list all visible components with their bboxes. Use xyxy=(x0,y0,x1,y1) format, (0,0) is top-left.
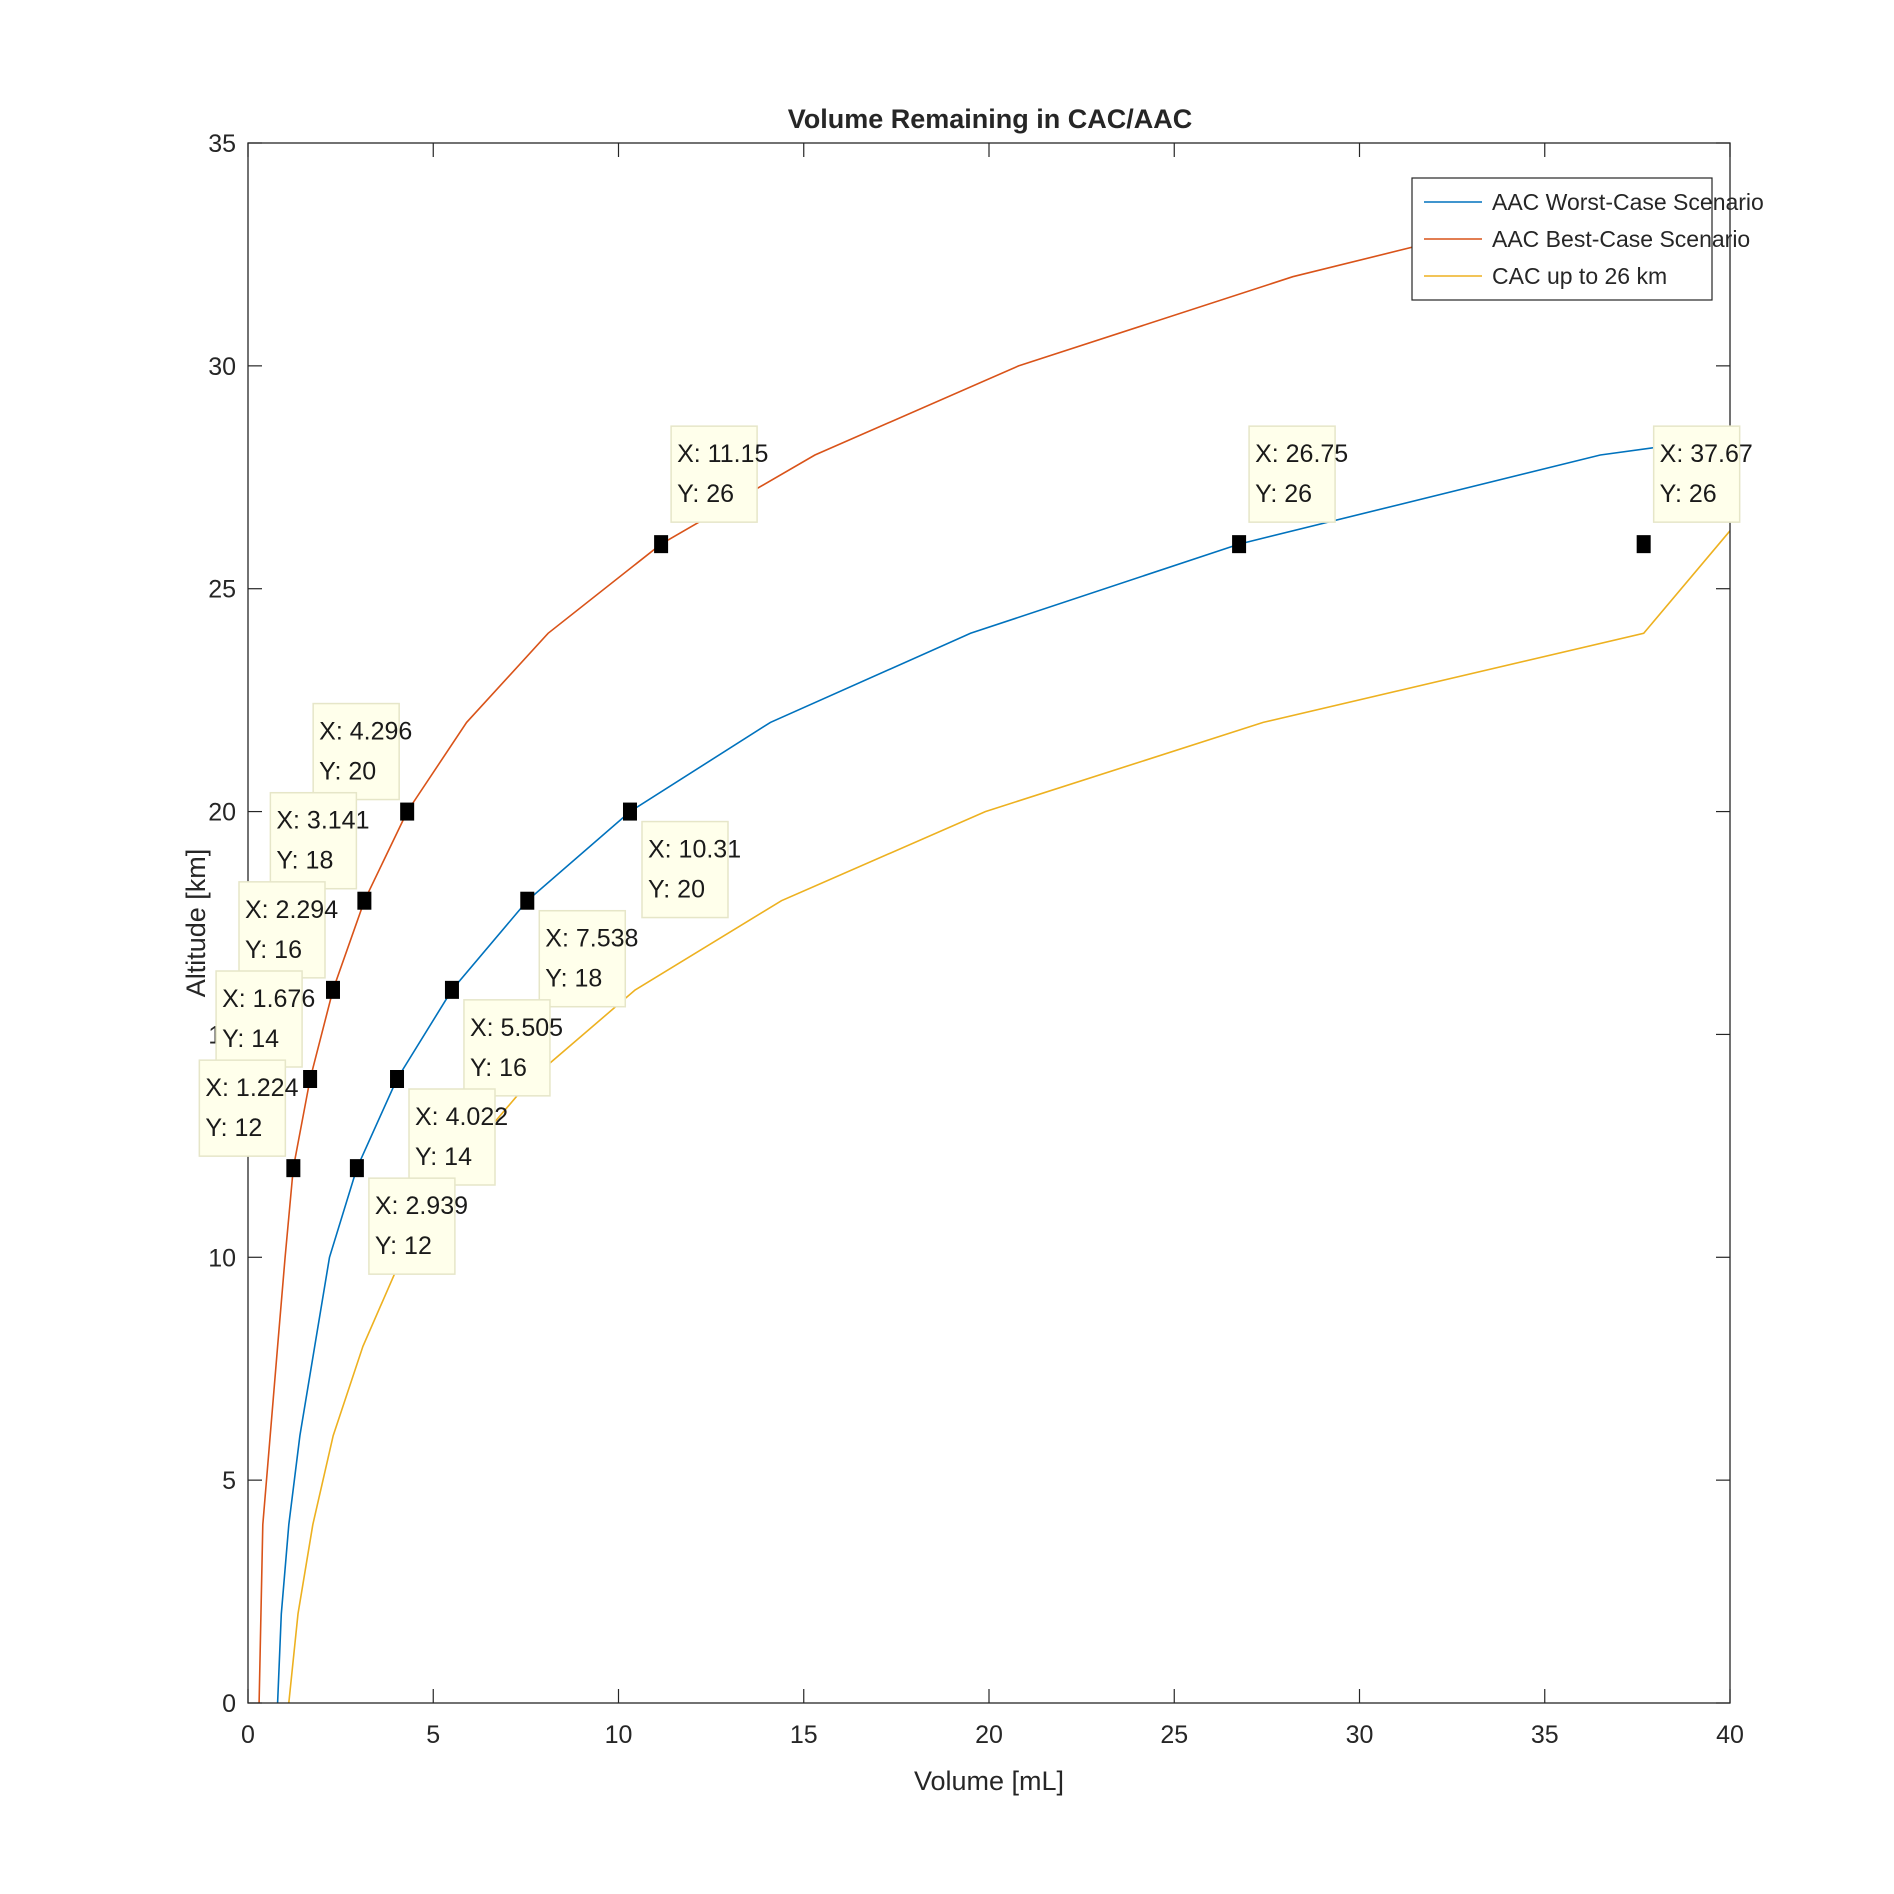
datatip-box xyxy=(1652,425,1741,523)
datatip-x: X: 3.141 xyxy=(276,807,369,835)
datatip-box xyxy=(198,1059,287,1157)
y-tick-label: 20 xyxy=(208,799,236,827)
datatip-y: Y: 26 xyxy=(677,480,734,508)
datatip-box xyxy=(463,999,551,1097)
datatip-box xyxy=(1248,425,1336,523)
datatip-y: Y: 14 xyxy=(222,1025,279,1053)
datatip-marker xyxy=(303,1070,318,1088)
datatip-box xyxy=(670,425,758,523)
x-tick-label: 15 xyxy=(790,1721,818,1749)
y-tick-label: 25 xyxy=(208,576,236,604)
x-tick-label: 35 xyxy=(1531,1721,1559,1749)
datatip-x: X: 4.296 xyxy=(319,718,412,746)
legend-label-0: AAC Worst-Case Scenario xyxy=(1492,189,1764,215)
legend[interactable]: AAC Worst-Case Scenario AAC Best-Case Sce… xyxy=(1411,177,1764,301)
datatip[interactable]: X: 4.022 Y: 14 xyxy=(390,1070,508,1186)
datatip-marker xyxy=(357,891,372,910)
x-tick-label: 25 xyxy=(1160,1721,1188,1749)
datatip[interactable]: X: 1.676 Y: 14 xyxy=(215,970,318,1088)
x-tick-label: 5 xyxy=(426,1721,440,1749)
datatip-marker xyxy=(400,802,415,821)
datatip-marker xyxy=(349,1159,364,1178)
datatip-marker xyxy=(622,802,637,821)
datatip-y: Y: 20 xyxy=(319,758,376,786)
y-axis-label: Altitude [km] xyxy=(181,849,211,998)
datatip-y: Y: 16 xyxy=(470,1054,527,1082)
legend-label-1: AAC Best-Case Scenario xyxy=(1492,226,1750,252)
chart-title: Volume Remaining in CAC/AAC xyxy=(788,104,1193,134)
datatip[interactable]: X: 2.939 Y: 12 xyxy=(349,1159,468,1275)
datatip-y: Y: 18 xyxy=(276,847,333,875)
datatip[interactable]: X: 3.141 Y: 18 xyxy=(269,791,372,910)
datatip-x: X: 7.538 xyxy=(545,925,638,953)
y-tick-label: 10 xyxy=(208,1244,236,1272)
datatip-x: X: 2.294 xyxy=(245,896,338,924)
datatip-marker xyxy=(1232,535,1247,554)
series-line-0 xyxy=(276,436,1731,1704)
datatip-marker xyxy=(654,535,669,554)
datatip[interactable]: X: 26.75 Y: 26 xyxy=(1232,425,1348,554)
x-tick-label: 10 xyxy=(605,1721,633,1749)
datatip-x: X: 4.022 xyxy=(415,1103,508,1131)
datatip-y: Y: 16 xyxy=(245,936,302,964)
datatip-x: X: 26.75 xyxy=(1255,440,1348,468)
datatip-box xyxy=(368,1177,456,1275)
datatip-x: X: 37.67 xyxy=(1660,440,1753,468)
datatip-y: Y: 18 xyxy=(545,965,602,993)
datatip-marker xyxy=(286,1159,301,1178)
datatip[interactable]: X: 5.505 Y: 16 xyxy=(444,980,563,1097)
datatip-x: X: 2.939 xyxy=(375,1192,468,1220)
datatip-x: X: 5.505 xyxy=(470,1014,563,1042)
datatip[interactable]: X: 7.538 Y: 18 xyxy=(520,891,638,1008)
datatip-y: Y: 12 xyxy=(205,1114,262,1142)
datatip-x: X: 1.224 xyxy=(205,1074,298,1102)
x-tick-label: 40 xyxy=(1716,1721,1744,1749)
y-tick-label: 30 xyxy=(208,353,236,381)
datatip-x: X: 1.676 xyxy=(222,985,315,1013)
datatip-box xyxy=(238,881,326,979)
datatip-box xyxy=(312,702,400,801)
datatip-y: Y: 26 xyxy=(1255,480,1312,508)
y-tick-label: 0 xyxy=(222,1690,236,1718)
legend-label-2: CAC up to 26 km xyxy=(1492,263,1667,289)
x-tick-label: 20 xyxy=(975,1721,1003,1749)
datatip-box xyxy=(215,970,303,1068)
datatip[interactable]: X: 4.296 Y: 20 xyxy=(312,702,415,821)
datatip-marker xyxy=(325,980,340,999)
datatip[interactable]: X: 11.15 Y: 26 xyxy=(654,425,768,554)
datatip[interactable]: X: 1.224 Y: 12 xyxy=(198,1059,301,1178)
datatip-marker xyxy=(390,1070,405,1088)
datatip-x: X: 10.31 xyxy=(648,836,741,864)
axis-ticks: 051015202530354005101520253035 xyxy=(208,130,1744,1749)
datatip-box xyxy=(641,820,729,919)
datatip-marker xyxy=(444,980,459,999)
datatip-x: X: 11.15 xyxy=(677,440,768,468)
datatip-box xyxy=(408,1088,496,1186)
datatip[interactable]: X: 37.67 Y: 26 xyxy=(1636,425,1753,554)
x-tick-label: 0 xyxy=(241,1721,255,1749)
datatip-y: Y: 12 xyxy=(375,1232,432,1260)
datatip-box xyxy=(538,909,627,1008)
datatip[interactable]: X: 2.294 Y: 16 xyxy=(238,881,340,999)
datatip[interactable]: X: 10.31 Y: 20 xyxy=(622,802,741,919)
y-tick-label: 5 xyxy=(222,1467,236,1495)
y-tick-label: 35 xyxy=(208,130,236,158)
datatip-y: Y: 26 xyxy=(1660,480,1717,508)
datatip-y: Y: 14 xyxy=(415,1143,472,1171)
datatip-marker xyxy=(1636,535,1651,554)
x-axis-label: Volume [mL] xyxy=(914,1766,1064,1796)
datatip-marker xyxy=(520,891,535,910)
datatip-y: Y: 20 xyxy=(648,876,705,904)
x-tick-label: 30 xyxy=(1346,1721,1374,1749)
